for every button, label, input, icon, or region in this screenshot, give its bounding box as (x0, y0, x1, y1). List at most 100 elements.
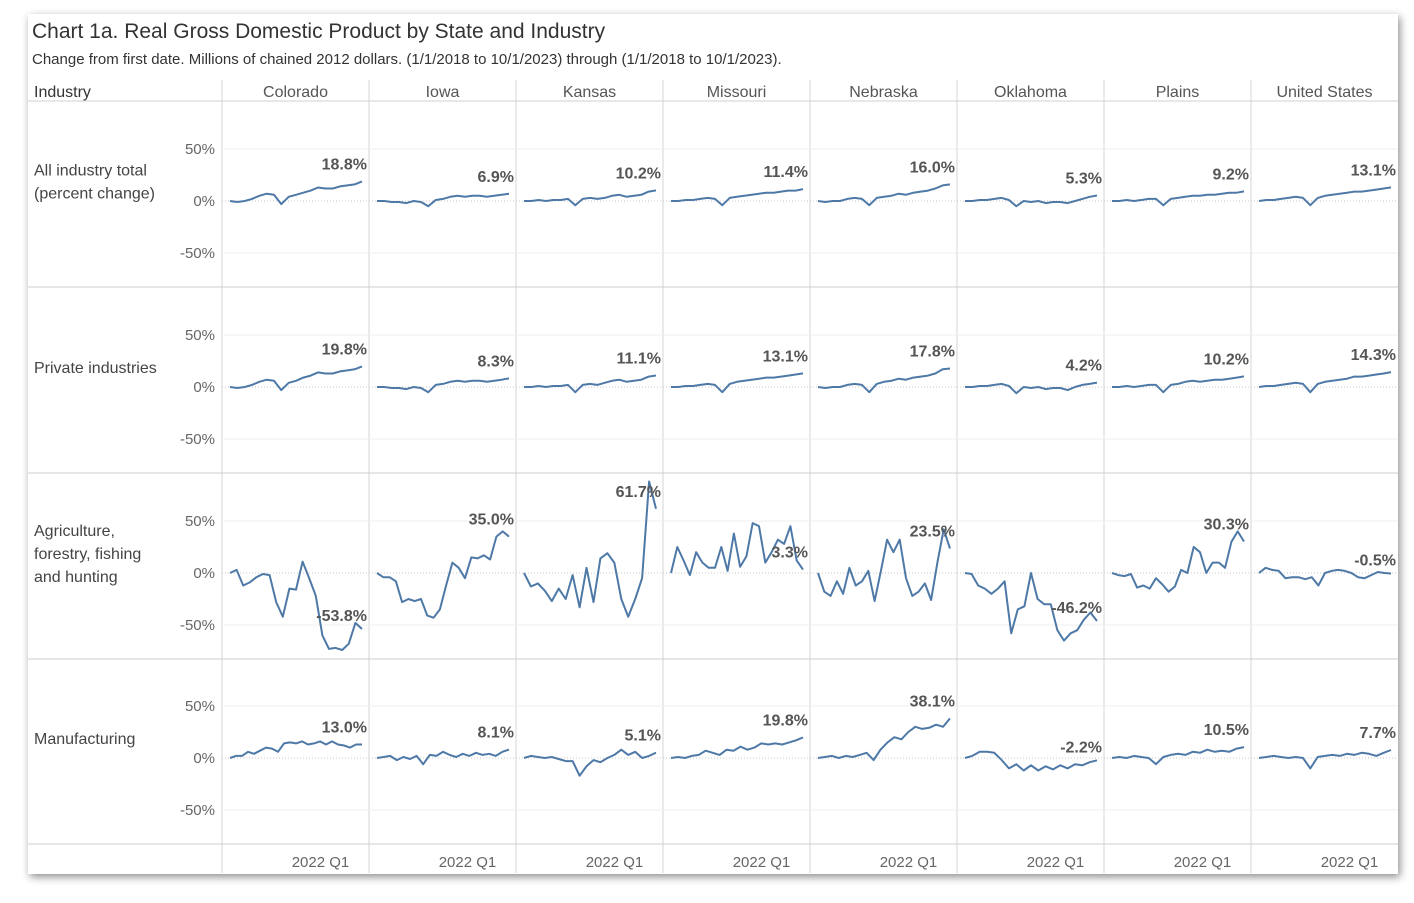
end-value-label: 4.2% (1066, 358, 1102, 375)
end-value-label: 3.3% (772, 545, 808, 562)
row-label-line: Private industries (34, 360, 157, 377)
series-line-colorado (229, 740, 362, 759)
x-tick-label: 2022 Q1 (292, 854, 350, 871)
x-tick-label: 2022 Q1 (586, 854, 644, 871)
series-line-oklahoma (965, 381, 1098, 395)
end-value-label: 16.0% (910, 159, 955, 176)
y-tick-label: -50% (180, 431, 215, 448)
end-value-label: -53.8% (316, 608, 367, 625)
series-line-missouri (671, 372, 804, 394)
y-tick-label: 50% (185, 698, 215, 715)
chart-title: Chart 1a. Real Gross Domestic Product by… (32, 20, 606, 43)
y-tick-label: 50% (185, 141, 215, 158)
end-value-label: 13.1% (1351, 162, 1396, 179)
column-header-iowa: Iowa (426, 84, 460, 101)
series-line-united-states (1258, 749, 1392, 770)
end-value-label: 38.1% (910, 693, 955, 710)
series-line-oklahoma (964, 572, 1098, 642)
row-label-line: forestry, fishing (34, 546, 141, 563)
end-value-label: 6.9% (478, 169, 514, 186)
end-value-label: 11.4% (764, 164, 808, 181)
end-value-label: 13.0% (322, 719, 367, 736)
series-line-kansas (523, 748, 657, 777)
y-tick-label: 0% (193, 193, 215, 210)
series-line-united-states (1258, 371, 1392, 394)
y-tick-label: -50% (180, 617, 215, 634)
series-line-plains (1111, 746, 1245, 766)
end-value-label: -0.5% (1354, 553, 1396, 570)
end-value-label: 13.1% (763, 348, 808, 365)
row-label-line: (percent change) (34, 186, 155, 203)
y-tick-label: 0% (193, 379, 215, 396)
series-line-united-states (1258, 186, 1392, 207)
column-header-oklahoma: Oklahoma (994, 84, 1067, 101)
y-tick-label: 0% (193, 565, 215, 582)
end-value-label: 18.8% (322, 156, 367, 173)
end-value-label: 9.2% (1213, 166, 1249, 183)
row-label-line: and hunting (34, 569, 118, 586)
series-line-colorado (229, 180, 363, 206)
end-value-label: 23.5% (910, 524, 955, 541)
row-header-industry: Industry (34, 84, 91, 101)
end-value-label: 30.3% (1204, 516, 1249, 533)
end-value-label: -2.2% (1060, 739, 1102, 756)
end-value-label: 17.8% (910, 343, 955, 360)
end-value-label: 14.3% (1351, 347, 1396, 364)
series-line-nebraska (817, 528, 951, 603)
y-tick-label: -50% (180, 802, 215, 819)
series-line-iowa (377, 377, 510, 394)
y-tick-label: 50% (185, 513, 215, 530)
end-value-label: 19.8% (322, 341, 367, 358)
column-header-missouri: Missouri (707, 84, 767, 101)
column-header-plains: Plains (1156, 84, 1200, 101)
series-line-oklahoma (964, 750, 1098, 772)
end-value-label: 11.1% (617, 350, 661, 367)
end-value-label: 8.3% (478, 353, 514, 370)
series-line-plains (1112, 375, 1245, 394)
end-value-label: 5.1% (625, 728, 661, 745)
series-line-kansas (524, 189, 657, 207)
series-line-nebraska (817, 183, 951, 207)
column-header-nebraska: Nebraska (849, 84, 918, 101)
series-line-plains (1111, 530, 1245, 593)
end-value-label: 61.7% (616, 484, 661, 501)
x-tick-label: 2022 Q1 (1027, 854, 1085, 871)
x-tick-label: 2022 Q1 (733, 854, 791, 871)
x-tick-label: 2022 Q1 (1174, 854, 1232, 871)
end-value-label: 10.2% (616, 165, 661, 182)
chart-subtitle: Change from first date. Millions of chai… (32, 51, 782, 68)
end-value-label: 10.5% (1204, 722, 1249, 739)
series-line-missouri (670, 522, 804, 577)
x-tick-label: 2022 Q1 (1321, 854, 1379, 871)
chart-card (28, 14, 1398, 874)
column-header-kansas: Kansas (563, 84, 616, 101)
y-tick-label: 50% (185, 327, 215, 344)
end-value-label: 7.7% (1360, 725, 1396, 742)
row-label-line: Manufacturing (34, 731, 135, 748)
x-tick-label: 2022 Q1 (880, 854, 938, 871)
series-line-iowa (377, 192, 510, 208)
series-line-colorado (229, 560, 363, 651)
column-header-united-states: United States (1276, 84, 1372, 101)
series-line-kansas (524, 374, 657, 394)
row-label-line: All industry total (34, 163, 147, 180)
series-line-colorado (229, 365, 363, 392)
end-value-label: 5.3% (1066, 170, 1102, 187)
end-value-label: 35.0% (469, 512, 514, 529)
row-label-line: Agriculture, (34, 523, 115, 540)
series-line-nebraska (817, 367, 951, 394)
column-header-colorado: Colorado (263, 84, 328, 101)
series-line-united-states (1258, 566, 1392, 587)
x-tick-label: 2022 Q1 (439, 854, 497, 871)
series-line-oklahoma (965, 194, 1098, 208)
series-line-plains (1112, 190, 1245, 207)
end-value-label: 19.8% (763, 712, 808, 729)
y-tick-label: -50% (180, 245, 215, 262)
series-line-missouri (671, 188, 804, 207)
series-line-nebraska (817, 717, 951, 762)
end-value-label: 8.1% (478, 725, 514, 742)
series-line-missouri (670, 736, 804, 759)
series-line-iowa (376, 530, 510, 619)
series-line-iowa (376, 748, 510, 766)
